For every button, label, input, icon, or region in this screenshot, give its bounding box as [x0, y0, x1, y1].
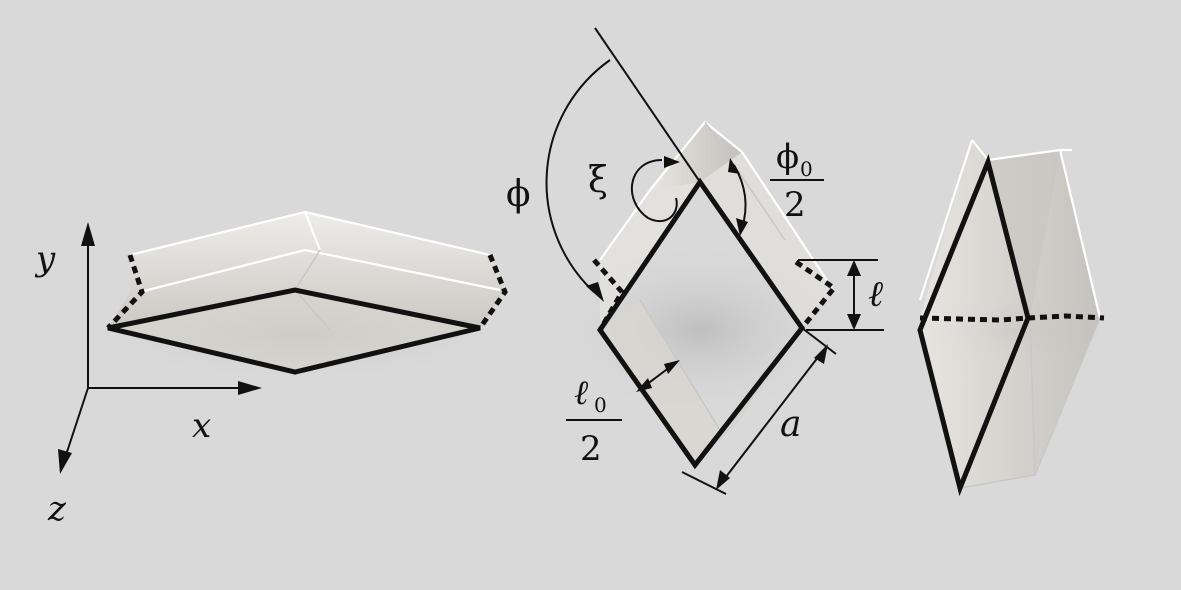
phi0-arrowhead-top: [728, 158, 740, 174]
flat-state-figure: [90, 210, 510, 380]
closed-top-white-edge: [971, 139, 1072, 162]
mid-rhombus-outline: [596, 177, 806, 470]
ell-arrowhead-top: [847, 260, 861, 276]
ell0-arrowhead-2: [664, 360, 680, 374]
a-length-arrow: [721, 351, 823, 483]
phi-label: ϕ: [506, 174, 531, 215]
a-arrowhead-top: [814, 344, 828, 364]
xi-rotation-arrow: [631, 159, 678, 223]
flat-inner-crease: [294, 249, 321, 291]
partial-fold-figure: ϕ ξ ϕ 0 2 ℓ ℓ 0 2 a: [506, 27, 884, 495]
ell-arrowhead-bottom: [847, 314, 861, 330]
closed-inner-face: [988, 150, 1060, 318]
mid-left-white-edge: [599, 189, 651, 261]
ell0-subscript: 0: [594, 393, 607, 417]
mid-inner-edge-1: [639, 299, 721, 431]
closed-inner-edge-1: [1029, 317, 1036, 476]
mid-bottom-left-face: [600, 300, 720, 465]
phi0-subscript: 0: [800, 157, 813, 181]
mid-left-dashed-edge: [592, 258, 626, 332]
phi-reference-line: [594, 27, 701, 183]
mid-right-white-edge: [741, 151, 833, 289]
x-axis-arrowhead: [238, 381, 262, 395]
xi-label: ξ: [588, 160, 608, 201]
flat-left-dashed-edge: [106, 254, 145, 330]
z-axis: [65, 387, 89, 456]
phi-arc: [545, 59, 611, 293]
ell0-numerator: ℓ: [574, 373, 588, 413]
ell0-arrowhead-1: [636, 378, 652, 392]
xi-arrowhead: [664, 156, 680, 168]
mid-right-dashed-edge: [794, 259, 838, 330]
closed-right-white-edge: [1058, 149, 1102, 319]
a-extension-line-bottom: [681, 471, 727, 495]
closed-left-white-edge: [918, 139, 974, 301]
ell0-half-label: ℓ 0 2: [566, 373, 622, 469]
phi-arc-arrowhead: [586, 282, 604, 302]
closed-body: [920, 140, 1100, 488]
y-axis-label: y: [34, 239, 56, 279]
closed-right-dashed-edge: [1027, 313, 1105, 321]
phi0-denominator: 2: [784, 185, 806, 225]
a-label: a: [780, 404, 801, 445]
flat-body: [108, 212, 505, 328]
closed-left-dashed-edge: [919, 315, 1029, 323]
flat-top-ridge: [303, 211, 322, 251]
flat-rhombus-outline: [107, 287, 481, 375]
closed-bottom-edge: [959, 474, 1036, 489]
coordinate-axes: y x z: [34, 222, 262, 529]
mid-back-right-face: [700, 152, 832, 328]
z-axis-arrowhead: [58, 449, 72, 474]
x-axis-label: x: [192, 406, 211, 446]
phi0-half-label: ϕ 0 2: [770, 137, 824, 225]
flat-inner-crease-2: [294, 289, 331, 331]
closed-rhombus-outline: [917, 154, 1031, 497]
flat-middle-edge: [139, 248, 501, 294]
closed-inner-edge-2: [1034, 317, 1101, 476]
z-axis-label: z: [47, 489, 67, 529]
flat-right-dashed-edge: [477, 254, 508, 330]
y-axis-arrowhead: [81, 222, 95, 246]
a-arrowhead-bottom: [716, 470, 730, 490]
phi0-numerator: ϕ: [776, 137, 799, 177]
mid-back-top-face: [650, 122, 742, 190]
ell0-denominator: 2: [580, 429, 602, 469]
phi0-arrowhead-bottom: [736, 218, 748, 236]
mid-inner-edge-2: [704, 121, 786, 241]
a-extension-line-top: [801, 327, 837, 355]
ell-label: ℓ: [868, 274, 883, 315]
closed-state-figure: [910, 139, 1110, 497]
